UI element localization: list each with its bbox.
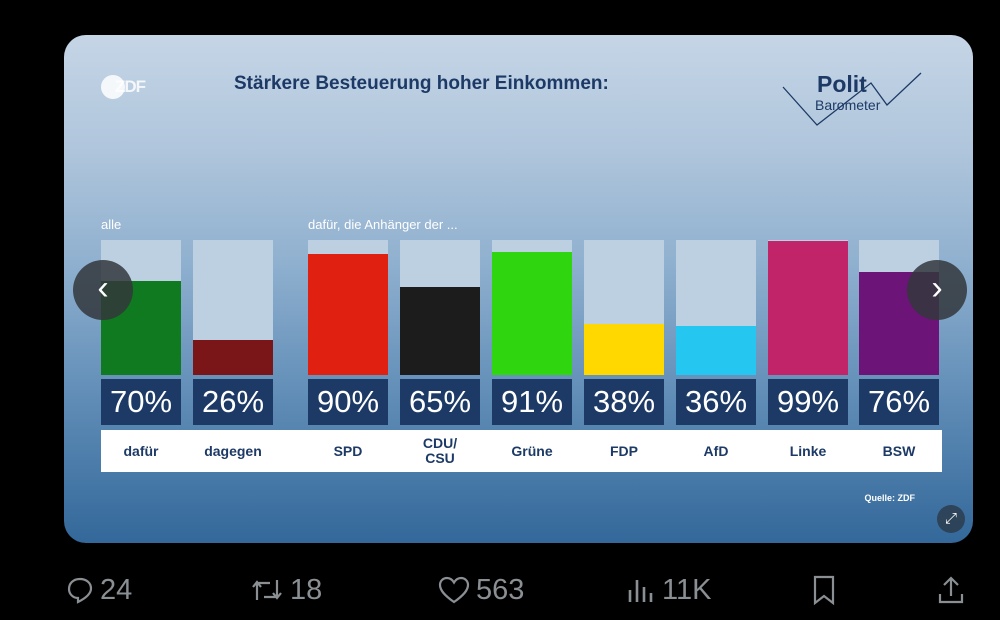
politbarometer-logo: Polit Barometer [779, 65, 929, 135]
section-label-supporters: dafür, die Anhänger der ... [308, 217, 458, 232]
bar-track [584, 240, 664, 375]
bookmark-button[interactable] [810, 570, 844, 610]
section-label-all: alle [101, 217, 122, 232]
bar-track [193, 240, 273, 375]
chart-title: Stärkere Besteuerung hoher Einkommen: [234, 73, 609, 94]
like-icon [438, 576, 470, 604]
bar [308, 253, 388, 375]
category-label: Grüne [511, 442, 553, 459]
bar-value-label: 36% [676, 379, 756, 425]
bar [492, 252, 572, 375]
bar-track [676, 240, 756, 375]
bar [400, 287, 480, 375]
zdf-logo: ZDF [101, 73, 163, 101]
bar-value-label: 65% [400, 379, 480, 425]
bookmark-icon [813, 575, 835, 606]
bar-track [492, 240, 572, 375]
bar-track [308, 240, 388, 375]
bar [584, 323, 664, 375]
views-icon [628, 580, 653, 602]
bar [768, 241, 848, 375]
category-label: dagegen [204, 442, 262, 459]
next-chevron-icon: › [931, 269, 943, 307]
repost-button[interactable]: 18 [250, 570, 322, 610]
category-label: SPD [333, 442, 363, 459]
like-button[interactable]: 563 [438, 570, 524, 610]
source-label: Quelle: ZDF [864, 493, 915, 503]
expand-icon[interactable]: ⤢ [937, 505, 965, 533]
share-button[interactable] [935, 570, 973, 610]
previous-chevron-icon: ‹ [97, 269, 109, 307]
reply-button[interactable]: 24 [66, 570, 132, 610]
share-icon [938, 576, 964, 604]
category-label: AfD [703, 442, 729, 459]
bar-value-label: 91% [492, 379, 572, 425]
category-label: BSW [882, 442, 916, 459]
category-label: CDU/CSU [422, 435, 458, 466]
post-action-bar: 24 18 563 11K [0, 570, 1000, 610]
category-label-strip [101, 430, 942, 472]
bar-value-label: 70% [101, 379, 181, 425]
bar [193, 339, 273, 375]
chart-image-card[interactable]: ZDF Stärkere Besteuerung hoher Einkommen… [64, 35, 973, 543]
bar-value-label: 26% [193, 379, 273, 425]
bar-value-label: 90% [308, 379, 388, 425]
previous-image-button[interactable]: ‹ [73, 260, 133, 320]
next-image-button[interactable]: › [907, 260, 967, 320]
bar-value-label: 38% [584, 379, 664, 425]
repost-icon [252, 580, 282, 600]
category-label: dafür [123, 442, 159, 459]
category-label: FDP [610, 442, 638, 459]
bar-value-label: 76% [859, 379, 939, 425]
bar-track [768, 240, 848, 375]
bar-value-label: 99% [768, 379, 848, 425]
category-label: Linke [789, 442, 827, 459]
bar [676, 326, 756, 375]
bar-track [400, 240, 480, 375]
views-button[interactable]: 11K [626, 570, 711, 610]
reply-icon [67, 577, 93, 604]
